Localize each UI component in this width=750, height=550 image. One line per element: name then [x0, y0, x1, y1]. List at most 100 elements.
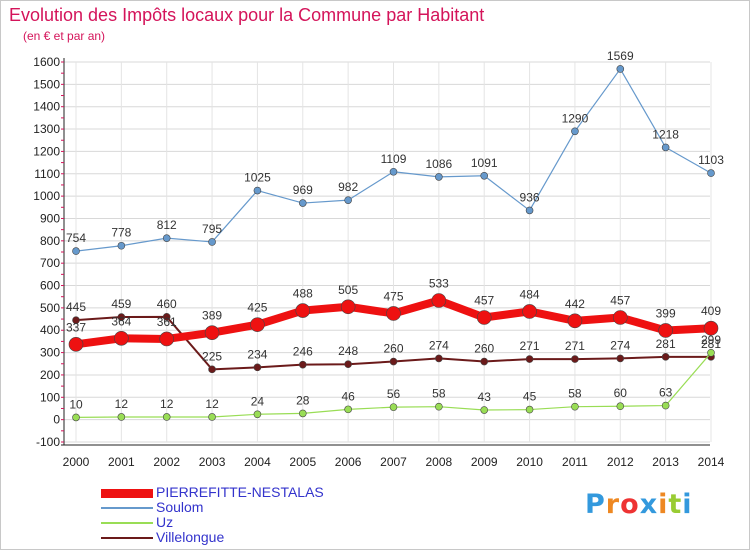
data-point-pierrefitte-nestalas [522, 304, 537, 319]
data-point-uz [661, 401, 670, 410]
data-label-pierrefitte-nestalas: 457 [474, 293, 494, 307]
data-label-pierrefitte-nestalas: 457 [610, 293, 630, 307]
data-point-soulom [480, 171, 489, 180]
data-label-uz: 24 [251, 394, 265, 408]
data-label-villelongue: 281 [656, 337, 676, 351]
x-tick-label: 2013 [652, 455, 679, 469]
data-label-uz: 60 [614, 386, 628, 400]
data-label-villelongue: 234 [247, 347, 267, 361]
data-label-uz: 10 [69, 397, 83, 411]
y-tick-label: 200 [40, 368, 60, 382]
y-tick-label: 1100 [34, 167, 60, 181]
data-point-pierrefitte-nestalas [159, 331, 175, 347]
data-point-pierrefitte-nestalas [658, 323, 673, 338]
x-tick-label: 2002 [153, 455, 180, 469]
data-label-soulom: 1086 [426, 157, 453, 171]
data-point-villelongue [208, 365, 216, 374]
data-label-soulom: 936 [520, 190, 540, 204]
data-label-soulom: 795 [202, 222, 222, 236]
logo-letter: r [605, 489, 621, 520]
data-point-pierrefitte-nestalas [431, 293, 447, 308]
data-label-villelongue: 274 [610, 338, 630, 352]
data-point-villelongue [525, 355, 534, 363]
data-label-pierrefitte-nestalas: 425 [247, 301, 267, 315]
data-point-uz [525, 405, 534, 414]
data-label-pierrefitte-nestalas: 364 [111, 314, 131, 328]
data-label-uz: 63 [659, 386, 673, 400]
data-label-pierrefitte-nestalas: 361 [157, 315, 177, 329]
data-point-soulom [208, 238, 216, 246]
data-label-villelongue: 274 [429, 338, 449, 352]
data-label-soulom: 1091 [471, 156, 498, 170]
data-label-uz: 12 [205, 397, 219, 411]
y-tick-label: -100 [36, 435, 60, 449]
logo-letter: o [620, 489, 640, 520]
data-point-uz [344, 405, 352, 414]
data-point-soulom [661, 143, 670, 152]
legend-label-soulom: Soulom [156, 499, 204, 515]
data-point-soulom [298, 199, 307, 207]
data-label-uz: 12 [115, 397, 129, 411]
chart-subtitle: (en € et par an) [23, 29, 106, 43]
chart-title: Evolution des Impôts locaux pour la Comm… [9, 5, 485, 25]
legend-swatch-uz [101, 522, 153, 524]
logo-letter: x [639, 489, 659, 520]
data-label-villelongue: 271 [520, 339, 540, 353]
legend-label-villelongue: Villelongue [156, 529, 225, 545]
data-label-villelongue: 225 [202, 349, 222, 363]
data-label-pierrefitte-nestalas: 533 [429, 277, 449, 291]
data-point-villelongue [117, 313, 126, 321]
data-label-pierrefitte-nestalas: 337 [66, 320, 86, 334]
data-point-soulom [117, 241, 126, 250]
legend-label-pierrefitte: PIERREFITTE-NESTALAS [156, 484, 324, 500]
x-tick-label: 2003 [199, 455, 226, 469]
data-point-pierrefitte-nestalas [114, 330, 129, 346]
data-label-soulom: 1569 [607, 49, 634, 63]
data-label-uz: 28 [296, 393, 310, 407]
legend-swatch-pierrefitte [101, 489, 153, 498]
data-point-pierrefitte-nestalas [476, 310, 492, 325]
data-point-uz [72, 413, 80, 422]
data-label-villelongue: 260 [474, 342, 494, 356]
data-label-villelongue: 246 [293, 345, 313, 359]
x-tick-label: 2007 [380, 455, 407, 469]
x-tick-label: 2008 [426, 455, 453, 469]
data-label-uz: 58 [568, 387, 582, 401]
data-point-villelongue [162, 313, 171, 321]
data-label-villelongue: 281 [701, 337, 721, 351]
data-point-soulom [707, 169, 715, 177]
data-point-uz [162, 413, 171, 421]
x-tick-label: 2001 [108, 455, 135, 469]
data-label-soulom: 982 [338, 180, 358, 194]
proxiti-logo: Proxiti [585, 489, 693, 520]
data-point-villelongue [661, 353, 670, 361]
logo-letter: i [658, 489, 669, 520]
y-tick-label: 700 [40, 256, 60, 270]
data-label-villelongue: 260 [383, 342, 403, 356]
y-tick-label: 400 [40, 323, 60, 337]
data-point-pierrefitte-nestalas [703, 320, 719, 336]
logo-letter: i [682, 489, 693, 520]
data-point-pierrefitte-nestalas [295, 303, 311, 318]
data-label-soulom: 778 [111, 226, 131, 240]
y-tick-label: 900 [40, 211, 60, 225]
data-label-soulom: 1103 [698, 153, 724, 167]
data-point-soulom [253, 186, 262, 195]
data-point-pierrefitte-nestalas [204, 325, 220, 340]
x-tick-label: 2011 [562, 455, 588, 469]
data-point-villelongue [253, 363, 262, 372]
x-tick-label: 2014 [698, 455, 725, 469]
data-label-pierrefitte-nestalas: 399 [656, 306, 676, 320]
y-tick-label: 1000 [33, 189, 60, 203]
logo-letter: P [585, 489, 606, 520]
data-label-uz: 12 [160, 397, 174, 411]
data-point-villelongue [616, 354, 625, 363]
y-tick-label: 1200 [33, 144, 60, 158]
data-point-uz [707, 349, 715, 357]
data-label-uz: 58 [432, 387, 446, 401]
data-label-soulom: 1025 [244, 171, 271, 185]
data-point-villelongue [389, 357, 398, 366]
y-tick-label: 1500 [33, 77, 60, 91]
data-label-soulom: 1218 [652, 127, 679, 141]
